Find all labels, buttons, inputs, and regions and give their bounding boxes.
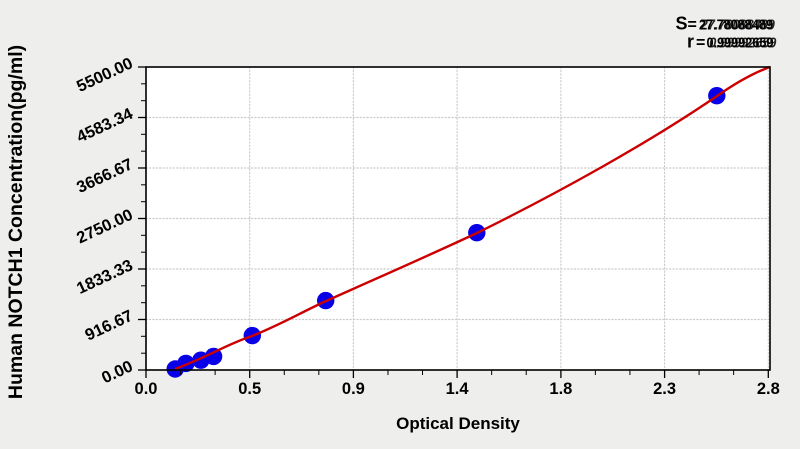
svg-text:S: S	[676, 14, 688, 34]
svg-text:Human NOTCH1 Concentration(pg/: Human NOTCH1 Concentration(pg/ml)	[5, 45, 27, 399]
svg-text:1.8: 1.8	[549, 380, 572, 398]
svg-text:2.8: 2.8	[757, 380, 780, 398]
svg-text:=: =	[696, 35, 705, 52]
svg-text:2750.00: 2750.00	[74, 206, 136, 248]
svg-text:r: r	[687, 32, 694, 52]
svg-text:0.9: 0.9	[342, 380, 365, 398]
svg-text:916.67: 916.67	[82, 307, 135, 345]
svg-text:0.0: 0.0	[135, 380, 158, 398]
svg-text:0.5: 0.5	[238, 380, 261, 398]
svg-text:1.4: 1.4	[446, 380, 470, 398]
svg-text:3666.67: 3666.67	[74, 155, 136, 197]
svg-text:0.00: 0.00	[99, 357, 136, 387]
svg-text:4583.34: 4583.34	[74, 104, 136, 146]
svg-text:=: =	[688, 17, 697, 34]
svg-text:5500.00: 5500.00	[74, 54, 136, 96]
svg-text:27.78088489: 27.78088489	[700, 18, 775, 34]
svg-text:1833.33: 1833.33	[74, 256, 136, 298]
svg-text:2.3: 2.3	[653, 380, 676, 398]
svg-text:Optical Density: Optical Density	[396, 414, 520, 433]
svg-text:0.99992659: 0.99992659	[709, 36, 776, 52]
